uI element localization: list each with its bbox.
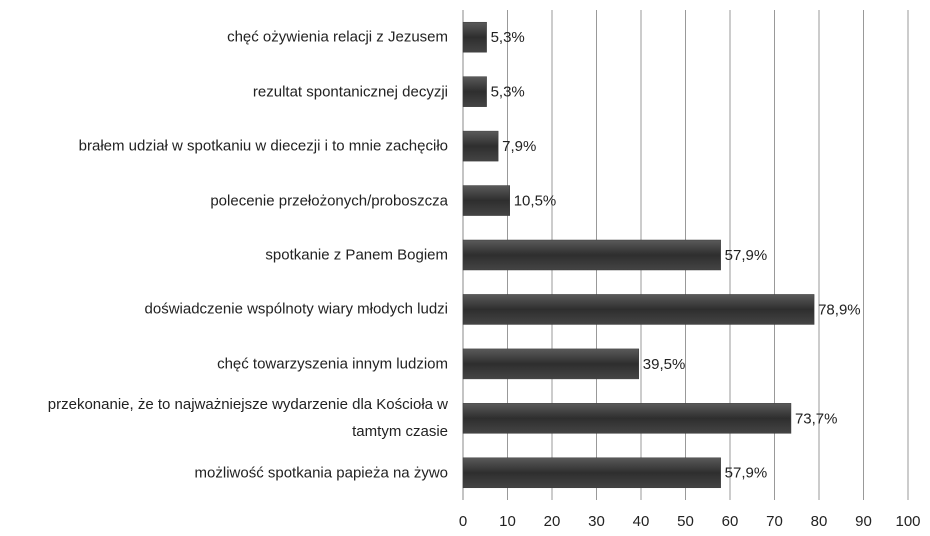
x-tick-label: 0 bbox=[459, 513, 467, 530]
value-label: 78,9% bbox=[818, 301, 861, 318]
category-label: chęć ożywienia relacji z Jezusem bbox=[227, 28, 448, 46]
x-tick-label: 30 bbox=[588, 513, 605, 530]
x-tick-label: 10 bbox=[499, 513, 516, 530]
x-tick-label: 90 bbox=[855, 513, 872, 530]
bar bbox=[462, 239, 721, 271]
category-label: chęć towarzyszenia innym ludziom bbox=[217, 355, 448, 373]
x-tick-label: 100 bbox=[895, 513, 920, 530]
category-label: rezultat spontanicznej decyzji bbox=[252, 83, 448, 101]
x-tick-label: 60 bbox=[722, 513, 739, 530]
bar bbox=[462, 294, 815, 325]
x-tick-label: 40 bbox=[633, 513, 650, 530]
value-label: 10,5% bbox=[514, 193, 557, 210]
value-label: 7,9% bbox=[502, 138, 536, 155]
x-tick-label: 20 bbox=[544, 513, 561, 530]
category-label: możliwość spotkania papieża na żywo bbox=[194, 464, 448, 482]
value-label: 57,9% bbox=[725, 247, 768, 264]
bar bbox=[462, 21, 487, 53]
value-label: 5,3% bbox=[491, 29, 525, 46]
bar bbox=[462, 185, 510, 216]
bar bbox=[462, 348, 640, 380]
category-label: polecenie przełożonych/proboszcza bbox=[210, 192, 448, 210]
x-tick-label: 80 bbox=[811, 513, 828, 530]
x-tick-label: 50 bbox=[677, 513, 694, 530]
category-label: brałem udział w spotkaniu w diecezji i t… bbox=[78, 137, 448, 155]
value-label: 39,5% bbox=[643, 356, 686, 373]
bar bbox=[462, 130, 499, 162]
category-label: doświadczenie wspólnoty wiary młodych lu… bbox=[144, 300, 448, 318]
x-tick-label: 70 bbox=[766, 513, 783, 530]
bar bbox=[462, 76, 487, 107]
value-label: 73,7% bbox=[795, 410, 838, 427]
value-label: 5,3% bbox=[491, 84, 525, 101]
bar bbox=[462, 403, 792, 434]
value-label: 57,9% bbox=[725, 465, 768, 482]
category-label: spotkanie z Panem Bogiem bbox=[265, 246, 448, 264]
bar bbox=[462, 457, 721, 489]
category-label: przekonanie, że to najważniejsze wydarze… bbox=[47, 396, 448, 441]
